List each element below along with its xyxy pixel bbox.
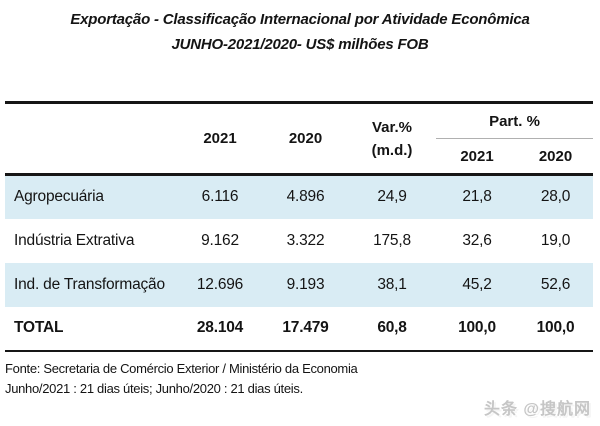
table-row-agropecuaria: Agropecuária 6.116 4.896 24,9 21,8 28,0 (5, 174, 594, 219)
header-empty-cell (5, 102, 177, 175)
value-var: 24,9 (377, 188, 407, 206)
value-2021: 28.104 (196, 319, 244, 336)
value-2020: 4.896 (286, 188, 325, 206)
header-col-2020: 2020 (263, 102, 348, 175)
row-label: Agropecuária (14, 188, 104, 206)
row-label: TOTAL (14, 319, 64, 336)
value-var: 60,8 (377, 319, 407, 336)
header-col-var: Var.% (m.d.) (348, 102, 436, 175)
value-2021: 12.696 (196, 275, 244, 293)
document-title: Exportação - Classificação Internacional… (0, 0, 600, 57)
table-row-total: TOTAL 28.104 17.479 60,8 100,0 100,0 (5, 306, 594, 351)
value-2020: 9.193 (286, 275, 325, 293)
value-part-2021: 21,8 (462, 188, 492, 206)
header-part-group: Part. % (436, 102, 594, 139)
row-label: Ind. de Transformação (14, 275, 165, 293)
source-note: Fonte: Secretaria de Comércio Exterior /… (5, 360, 358, 376)
value-var: 175,8 (373, 231, 411, 249)
value-2021: 6.116 (201, 188, 239, 206)
export-data-table: 2021 2020 Var.% (m.d.) Part. % 2021 2020… (5, 101, 594, 352)
toutiao-watermark: 头条 @搜航网 (483, 401, 591, 418)
row-label: Indústria Extrativa (14, 231, 135, 249)
value-2020: 3.322 (286, 231, 325, 249)
value-part-2020: 28,0 (540, 188, 571, 206)
title-line-2: JUNHO-2021/2020- US$ milhões FOB (171, 36, 429, 53)
header-part-2021: 2021 (436, 138, 518, 175)
table-row-ind-transformacao: Ind. de Transformação 12.696 9.193 38,1 … (5, 262, 594, 307)
value-part-2021: 100,0 (458, 319, 496, 336)
value-part-2020: 19,0 (540, 231, 571, 249)
working-days-note: Junho/2021 : 21 dias úteis; Junho/2020 :… (5, 380, 303, 396)
header-var-label: Var.% (371, 118, 413, 136)
value-part-2020: 52,6 (540, 275, 571, 293)
table-footnotes: Fonte: Secretaria de Comércio Exterior /… (5, 359, 600, 399)
value-2020: 17.479 (282, 319, 329, 336)
value-var: 38,1 (377, 275, 407, 293)
value-part-2021: 32,6 (462, 231, 492, 249)
table-row-industria-extrativa: Indústria Extrativa 9.162 3.322 175,8 32… (5, 218, 594, 263)
header-var-unit: (m.d.) (371, 141, 413, 159)
header-part-2020: 2020 (518, 138, 594, 175)
header-col-2021: 2021 (177, 102, 263, 175)
value-part-2020: 100,0 (536, 319, 575, 336)
title-line-1: Exportação - Classificação Internacional… (70, 11, 530, 28)
table-header: 2021 2020 Var.% (m.d.) Part. % 2021 2020 (5, 102, 594, 175)
value-2021: 9.162 (201, 231, 239, 249)
value-part-2021: 45,2 (462, 275, 492, 293)
